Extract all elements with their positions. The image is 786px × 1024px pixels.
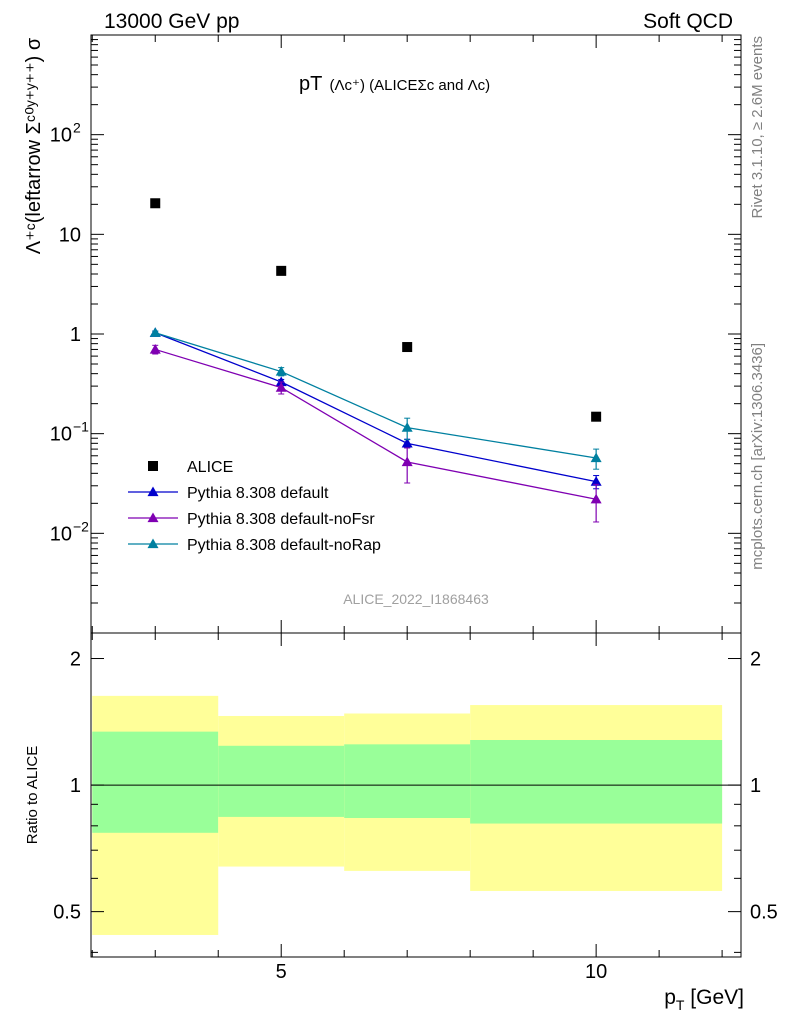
ratio-y-tick-label-left: 1 bbox=[70, 775, 81, 797]
legend-label-default: Pythia 8.308 default bbox=[187, 485, 329, 502]
ratio-band-inner bbox=[92, 731, 219, 833]
data-point-default bbox=[275, 376, 287, 387]
ratio-y-tick-label-left: 0.5 bbox=[53, 902, 81, 924]
data-point-noFsr bbox=[590, 493, 602, 504]
x-tick-label: 5 bbox=[276, 961, 287, 983]
y-tick-exponent: −1 bbox=[73, 419, 89, 435]
data-point-default bbox=[401, 437, 413, 448]
legend-marker-default bbox=[147, 486, 159, 497]
data-point-noFsr bbox=[149, 343, 161, 354]
ratio-band-inner bbox=[218, 745, 345, 817]
data-point-noFsr bbox=[401, 456, 413, 467]
ratio-y-tick-label-right: 2 bbox=[750, 649, 761, 671]
data-point-noRap bbox=[590, 452, 602, 463]
header-right: Soft QCD bbox=[643, 10, 733, 33]
data-point-noFsr bbox=[275, 382, 287, 392]
header-left: 13000 GeV pp bbox=[104, 10, 239, 33]
ratio-frame bbox=[90, 632, 742, 958]
rivet-label: Rivet 3.1.10, ≥ 2.6M events bbox=[749, 36, 766, 219]
legend-label-noRap: Pythia 8.308 default-noRap bbox=[187, 537, 381, 554]
data-point-noRap bbox=[401, 422, 413, 432]
series-line-noRap bbox=[155, 332, 597, 459]
ratio-y-tick-label-left: 2 bbox=[70, 649, 81, 671]
x-tick-label: 10 bbox=[585, 961, 607, 983]
mcplots-label: mcplots.cern.ch [arXiv:1306.3436] bbox=[749, 343, 766, 570]
data-point-noRap bbox=[275, 366, 287, 376]
plot-title-main: pT bbox=[299, 73, 322, 95]
ratio-y-axis-label: Ratio to ALICE bbox=[24, 746, 41, 844]
legend-marker-noFsr bbox=[147, 512, 159, 523]
data-point-alice bbox=[402, 342, 413, 353]
plot-title: pT (Λc⁺) (ALICEΣc and Λc) bbox=[299, 73, 490, 95]
y-tick-label: 10 bbox=[50, 424, 72, 446]
series-line-default bbox=[155, 332, 597, 483]
data-point-default bbox=[590, 476, 602, 486]
y-tick-exponent: −2 bbox=[73, 518, 89, 534]
ratio-plot: 5 10 0.5 0.5 1 1 2 2 bbox=[53, 632, 778, 983]
y-tick-label: 10 bbox=[50, 523, 72, 545]
ratio-band-inner bbox=[344, 744, 471, 819]
data-point-noRap bbox=[149, 327, 161, 337]
main-y-axis-label: Λ⁺ᶜ(leftarrow Σᶜ⁰ʸ⁺ʸ⁺⁺) σ bbox=[23, 37, 45, 254]
y-tick-label: 10 bbox=[50, 125, 72, 147]
plot-title-sub: (Λc⁺) (ALICEΣc and Λc) bbox=[330, 77, 491, 94]
data-point-alice bbox=[150, 198, 161, 209]
legend: ALICE Pythia 8.308 default Pythia 8.308 de… bbox=[128, 459, 381, 554]
legend-marker-alice bbox=[148, 461, 158, 471]
ratio-y-tick-label-right: 0.5 bbox=[750, 902, 778, 924]
y-tick-label: 10 bbox=[59, 224, 81, 246]
ratio-band-inner bbox=[470, 740, 723, 824]
data-point-alice bbox=[591, 411, 602, 422]
ratio-y-tick-label-right: 1 bbox=[750, 775, 761, 797]
x-axis-label: pT [GeV] bbox=[664, 986, 744, 1013]
legend-label-noFsr: Pythia 8.308 default-noFsr bbox=[187, 511, 375, 528]
y-tick-exponent: 2 bbox=[73, 120, 81, 136]
y-tick-label: 1 bbox=[70, 324, 81, 346]
analysis-id: ALICE_2022_I1868463 bbox=[343, 591, 489, 607]
data-point-alice bbox=[276, 265, 287, 276]
legend-marker-noRap bbox=[147, 538, 159, 549]
legend-label-alice: ALICE bbox=[187, 459, 233, 476]
series-line-noFsr bbox=[155, 348, 597, 500]
